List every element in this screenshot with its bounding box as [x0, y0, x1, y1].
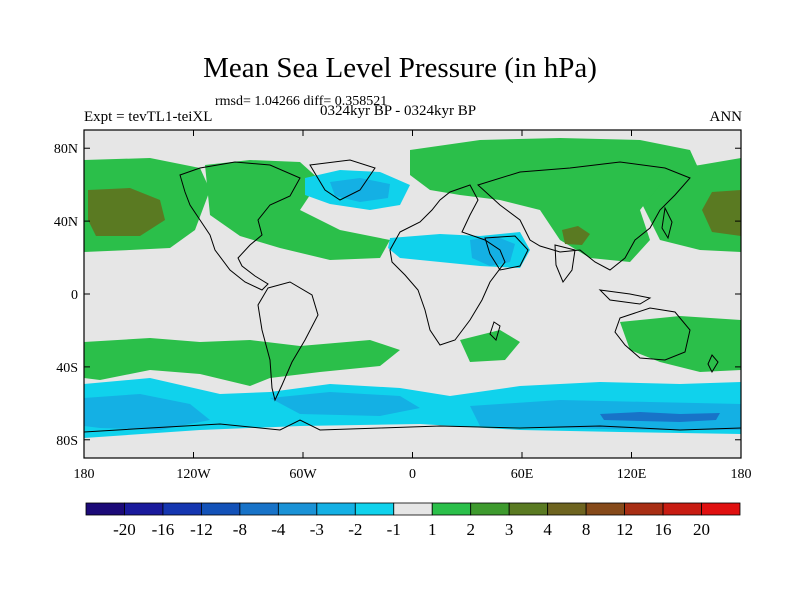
lat-tick-label: 0: [71, 288, 78, 303]
colorbar-swatch: [547, 502, 587, 516]
colorbar-swatch: [85, 502, 125, 516]
north-pacific-core: [88, 188, 165, 236]
colorbar-label: 3: [505, 520, 514, 539]
colorbar-label: -1: [387, 520, 401, 539]
period-label: 0324kyr BP - 0324kyr BP: [320, 103, 477, 119]
colorbar-swatch: [277, 502, 318, 516]
lat-tick-label: 80S: [56, 434, 78, 449]
southern-ocean-low-core: [84, 394, 210, 430]
colorbar-swatch: [662, 502, 702, 516]
colorbar-label: 16: [655, 520, 672, 539]
colorbar-swatch: [124, 502, 164, 516]
eurasia-high: [410, 138, 700, 262]
colorbar-label: 12: [616, 520, 633, 539]
tibet-core: [562, 226, 590, 245]
colorbar-label: -16: [152, 520, 175, 539]
colorbar-label: -12: [190, 520, 213, 539]
colorbar-swatch: [239, 502, 279, 516]
colorbar-swatch: [585, 502, 625, 516]
lon-tick-label: 120W: [176, 467, 211, 482]
colorbar-swatch: [624, 502, 664, 516]
lat-tick-label: 80N: [54, 142, 78, 157]
colorbar-swatch: [508, 502, 549, 516]
coastlines: [84, 159, 741, 433]
colorbar-label: -8: [233, 520, 247, 539]
colorbar-label: 8: [582, 520, 591, 539]
colorbar-label: -2: [348, 520, 362, 539]
lon-tick-label: 180: [731, 467, 752, 482]
colorbar-swatch: [162, 502, 202, 516]
lon-tick-label: 60W: [289, 467, 317, 482]
colorbar-swatch: [201, 502, 241, 516]
lon-tick-label: 120E: [617, 467, 647, 482]
experiment-label: Expt = tevTL1-teiXL: [84, 109, 213, 125]
colorbar-swatch: [701, 502, 741, 516]
plot-title: Mean Sea Level Pressure (in hPa): [203, 52, 597, 84]
lon-tick-label: 60E: [511, 467, 534, 482]
colorbar-swatch: [316, 502, 356, 516]
colorbar-label: 1: [428, 520, 437, 539]
lon-tick-label: 180: [74, 467, 95, 482]
colorbar-label: -4: [271, 520, 286, 539]
north-pacific-core: [702, 190, 741, 236]
colorbar-label: -20: [113, 520, 136, 539]
antarctic-deep-low: [600, 412, 720, 422]
colorbar-swatch: [431, 502, 472, 516]
colorbar-swatch: [354, 502, 395, 516]
season-label: ANN: [709, 109, 743, 125]
southern-midlat-high: [84, 338, 400, 386]
colorbar-swatch: [393, 502, 433, 516]
southern-midlat-high: [460, 330, 520, 362]
axes: 80N 40N 0 40S 80S 180 120W 60W 0 60E 120E 180: [54, 130, 752, 482]
colorbar-swatch: [470, 502, 510, 516]
colorbar-label: -3: [310, 520, 324, 539]
colorbar-label: 20: [693, 520, 710, 539]
colorbar-label: 4: [543, 520, 552, 539]
lon-tick-label: 0: [409, 467, 416, 482]
colorbar-label: 2: [466, 520, 475, 539]
lat-tick-label: 40N: [54, 215, 78, 230]
antarctic-neutral: [84, 424, 741, 458]
lat-tick-label: 40S: [56, 361, 78, 376]
stats-line: rmsd= 1.04266 diff= 0.358521: [215, 94, 388, 109]
colorbar: -20 -16 -12 -8 -4 -3 -2 -1 1 2 3 4 8 12 16 20: [85, 502, 741, 539]
southern-ocean-low-core: [270, 392, 420, 416]
north-atlantic-high: [205, 160, 390, 260]
